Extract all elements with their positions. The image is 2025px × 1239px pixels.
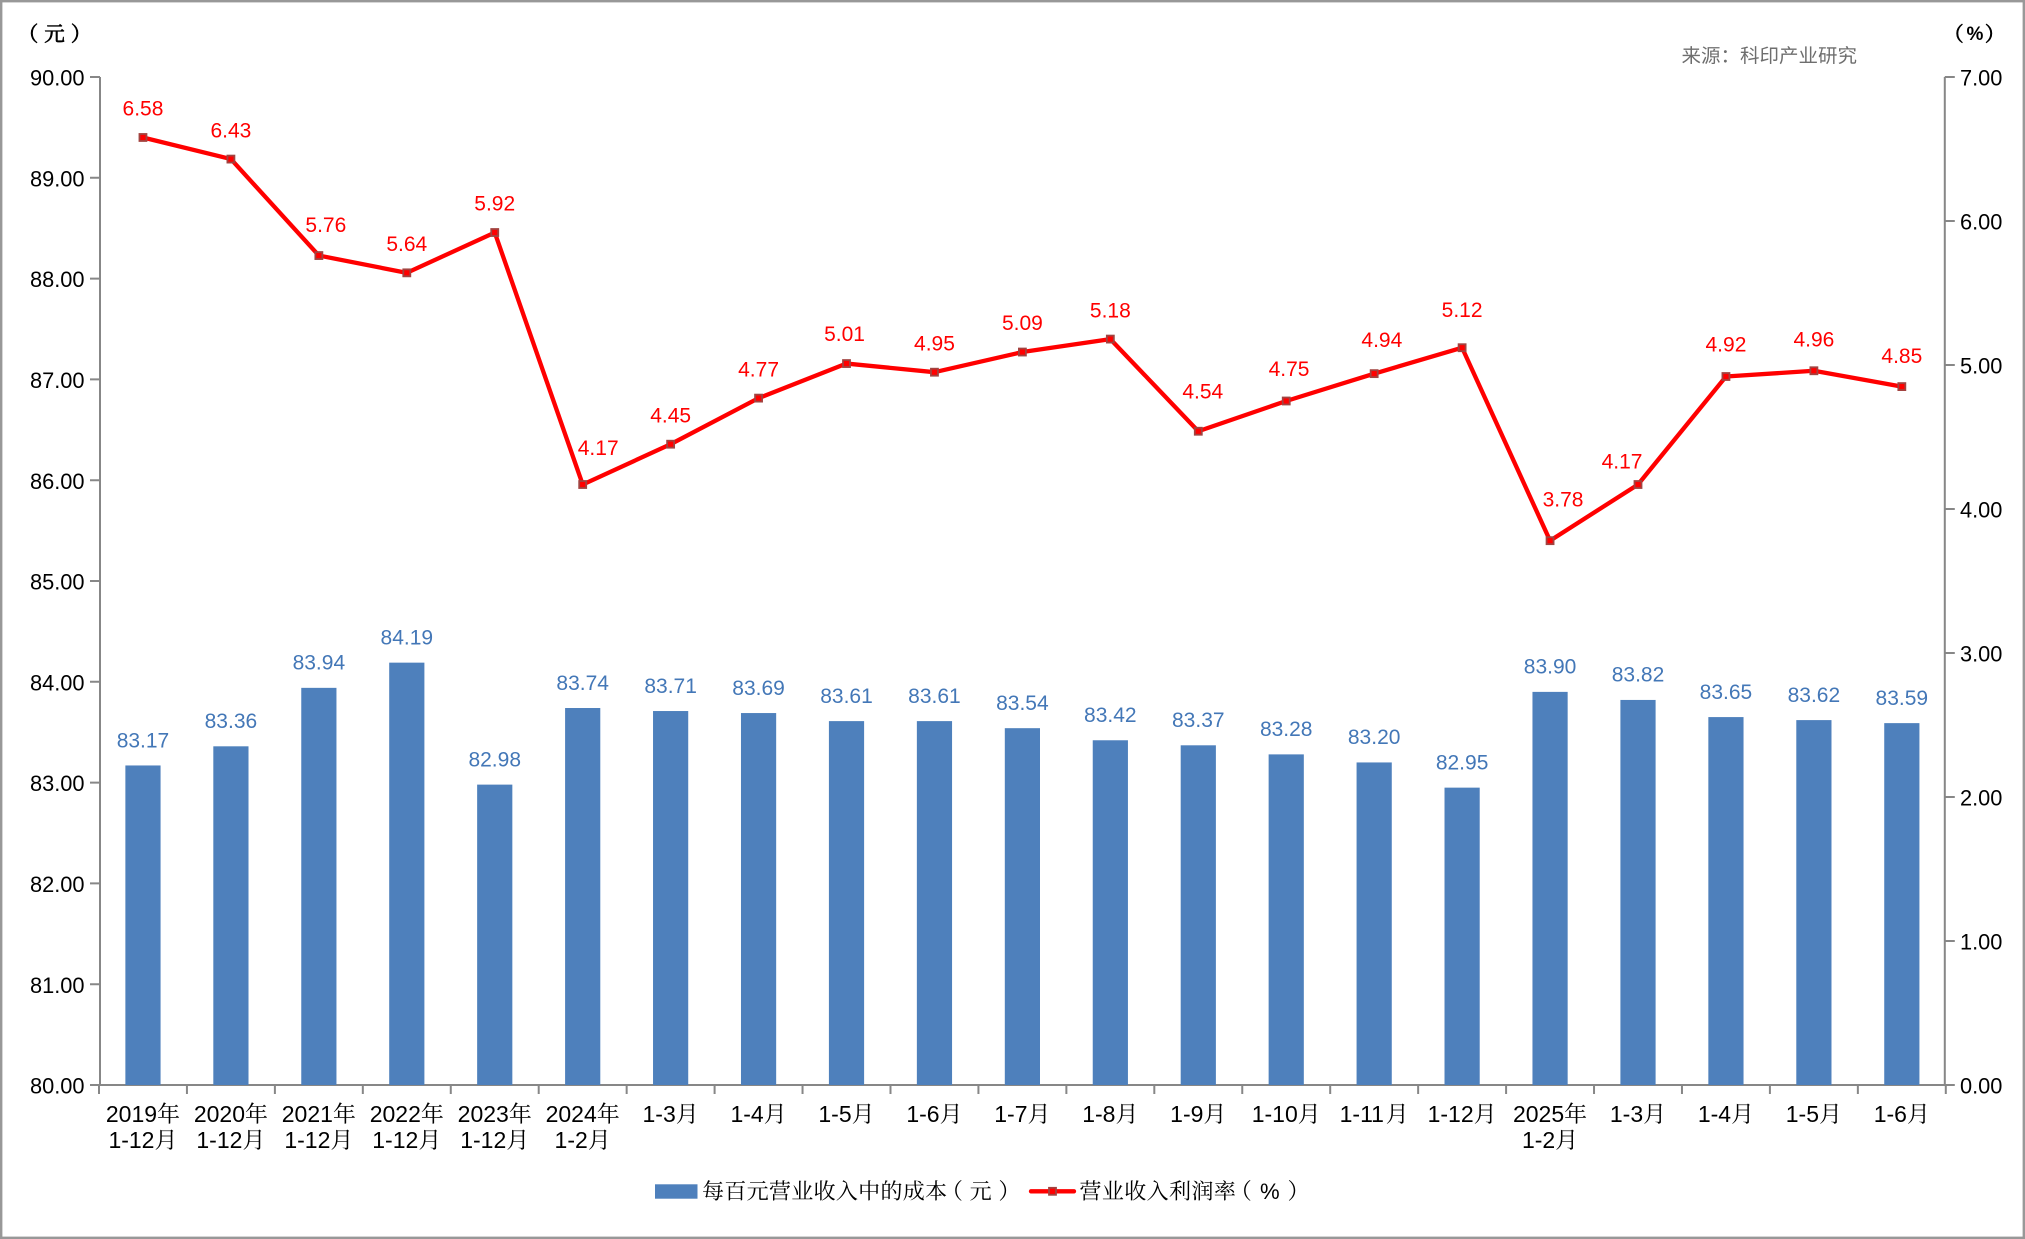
svg-text:1-12: 1-12: [284, 1127, 330, 1153]
svg-text:1-7: 1-7: [994, 1101, 1027, 1127]
svg-text:2019: 2019: [106, 1101, 157, 1127]
svg-text:%: %: [1260, 1179, 1280, 1204]
svg-text:4.17: 4.17: [1602, 451, 1643, 474]
svg-text:1.00: 1.00: [1960, 930, 2002, 955]
svg-text:90.00: 90.00: [30, 66, 85, 91]
svg-text:83.17: 83.17: [117, 729, 170, 752]
svg-text:2025: 2025: [1513, 1101, 1564, 1127]
svg-text:1-10: 1-10: [1252, 1101, 1298, 1127]
svg-text:4.85: 4.85: [1881, 345, 1922, 368]
svg-text:83.94: 83.94: [293, 652, 346, 675]
svg-text:4.94: 4.94: [1361, 329, 1402, 352]
svg-text:1-6: 1-6: [1874, 1101, 1907, 1127]
svg-text:83.65: 83.65: [1700, 681, 1753, 704]
svg-text:80.00: 80.00: [30, 1074, 85, 1099]
svg-text:83.82: 83.82: [1612, 664, 1665, 687]
svg-text:2020: 2020: [194, 1101, 245, 1127]
svg-text:2.00: 2.00: [1960, 786, 2002, 811]
svg-text:1-12: 1-12: [196, 1127, 242, 1153]
svg-text:83.42: 83.42: [1084, 704, 1137, 727]
svg-text:5.09: 5.09: [1002, 312, 1043, 335]
svg-text:4.54: 4.54: [1182, 380, 1223, 403]
svg-text:4.00: 4.00: [1960, 498, 2002, 523]
svg-text:5.01: 5.01: [824, 323, 865, 346]
svg-text:1-2: 1-2: [1522, 1127, 1555, 1153]
svg-text:1-3: 1-3: [643, 1101, 676, 1127]
svg-text:7.00: 7.00: [1960, 66, 2002, 91]
svg-text:6.43: 6.43: [210, 119, 251, 142]
svg-text:83.61: 83.61: [820, 685, 873, 708]
svg-text:3.00: 3.00: [1960, 642, 2002, 667]
svg-text:1-12: 1-12: [1428, 1101, 1474, 1127]
svg-text:5.12: 5.12: [1442, 299, 1483, 322]
svg-text:1-12: 1-12: [460, 1127, 506, 1153]
svg-text:1-4: 1-4: [730, 1101, 763, 1127]
svg-text:88.00: 88.00: [30, 267, 85, 292]
svg-text:5.92: 5.92: [474, 193, 515, 216]
svg-text:83.36: 83.36: [205, 710, 258, 733]
svg-text:%: %: [1967, 24, 1984, 45]
svg-text:6.00: 6.00: [1960, 210, 2002, 235]
svg-text:0.00: 0.00: [1960, 1074, 2002, 1099]
svg-text:1-2: 1-2: [555, 1127, 588, 1153]
svg-text:4.95: 4.95: [914, 332, 955, 355]
svg-text:83.61: 83.61: [908, 685, 961, 708]
svg-text:1-9: 1-9: [1170, 1101, 1203, 1127]
svg-text:4.17: 4.17: [578, 437, 619, 460]
svg-text:2022: 2022: [370, 1101, 421, 1127]
svg-text:81.00: 81.00: [30, 973, 85, 998]
svg-text:6.58: 6.58: [123, 98, 164, 121]
svg-text:83.00: 83.00: [30, 771, 85, 796]
svg-text:1-5: 1-5: [818, 1101, 851, 1127]
svg-text:4.96: 4.96: [1793, 328, 1834, 351]
svg-text:82.98: 82.98: [468, 748, 521, 771]
svg-text:83.71: 83.71: [644, 675, 697, 698]
svg-text:1-12: 1-12: [108, 1127, 154, 1153]
svg-text:83.69: 83.69: [732, 677, 785, 700]
svg-text:2021: 2021: [282, 1101, 333, 1127]
svg-text:82.00: 82.00: [30, 872, 85, 897]
svg-text:1-12: 1-12: [372, 1127, 418, 1153]
svg-text:1-5: 1-5: [1786, 1101, 1819, 1127]
svg-text:83.54: 83.54: [996, 692, 1049, 715]
svg-text:83.74: 83.74: [556, 672, 609, 695]
svg-text:3.78: 3.78: [1543, 488, 1584, 511]
svg-text:1-3: 1-3: [1610, 1101, 1643, 1127]
svg-text:5.00: 5.00: [1960, 354, 2002, 379]
svg-text:83.59: 83.59: [1876, 687, 1929, 710]
svg-text:83.37: 83.37: [1172, 709, 1225, 732]
svg-text:83.90: 83.90: [1524, 656, 1577, 679]
svg-text:5.64: 5.64: [386, 233, 427, 256]
svg-text:83.28: 83.28: [1260, 718, 1313, 741]
svg-text:4.77: 4.77: [738, 358, 779, 381]
svg-text:1-11: 1-11: [1340, 1101, 1384, 1127]
svg-text:82.95: 82.95: [1436, 751, 1489, 774]
svg-text:2024: 2024: [546, 1101, 597, 1127]
svg-text:84.00: 84.00: [30, 670, 85, 695]
svg-text:4.45: 4.45: [650, 404, 691, 427]
svg-text:83.62: 83.62: [1788, 684, 1841, 707]
svg-text:4.92: 4.92: [1706, 334, 1747, 357]
svg-text:1-4: 1-4: [1698, 1101, 1731, 1127]
svg-text:89.00: 89.00: [30, 166, 85, 191]
svg-text:2023: 2023: [458, 1101, 509, 1127]
svg-text:83.20: 83.20: [1348, 726, 1401, 749]
svg-text:1-8: 1-8: [1082, 1101, 1115, 1127]
svg-text:4.75: 4.75: [1269, 358, 1310, 381]
svg-text:85.00: 85.00: [30, 570, 85, 595]
svg-text:86.00: 86.00: [30, 469, 85, 494]
svg-text:5.76: 5.76: [305, 214, 346, 237]
svg-text:84.19: 84.19: [381, 626, 434, 649]
svg-text:87.00: 87.00: [30, 368, 85, 393]
svg-text:1-6: 1-6: [906, 1101, 939, 1127]
svg-text:5.18: 5.18: [1090, 299, 1131, 322]
